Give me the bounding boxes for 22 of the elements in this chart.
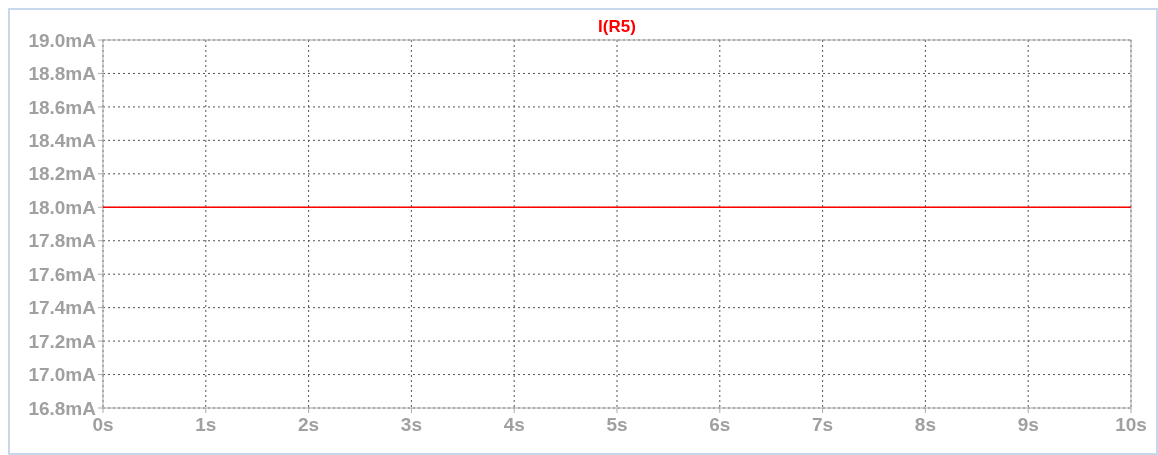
x-tick-label: 9s bbox=[1017, 414, 1039, 435]
x-tick-label: 3s bbox=[400, 414, 422, 435]
y-tick-label: 17.4mA bbox=[28, 297, 97, 319]
y-tick-label: 18.0mA bbox=[28, 196, 97, 218]
y-tick-label: 17.2mA bbox=[28, 330, 97, 352]
x-tick-label: 5s bbox=[606, 414, 628, 435]
y-tick-label: 18.4mA bbox=[28, 130, 97, 152]
y-tick-label: 18.8mA bbox=[28, 63, 97, 85]
x-tick-label: 7s bbox=[812, 414, 834, 435]
x-tick-label: 10s bbox=[1115, 414, 1147, 435]
x-tick-label: 4s bbox=[503, 414, 525, 435]
y-tick-label: 17.6mA bbox=[28, 263, 97, 285]
x-tick-label: 8s bbox=[914, 414, 936, 435]
y-tick-label: 19.0mA bbox=[28, 29, 97, 51]
y-tick-label: 18.6mA bbox=[28, 96, 97, 118]
x-tick-label: 2s bbox=[298, 414, 320, 435]
x-tick-label: 1s bbox=[195, 414, 217, 435]
y-tick-label: 17.8mA bbox=[28, 230, 97, 252]
chart-title: I(R5) bbox=[598, 17, 636, 36]
y-tick-label: 17.0mA bbox=[28, 364, 97, 386]
y-tick-label: 18.2mA bbox=[28, 163, 97, 185]
x-tick-label: 6s bbox=[709, 414, 731, 435]
